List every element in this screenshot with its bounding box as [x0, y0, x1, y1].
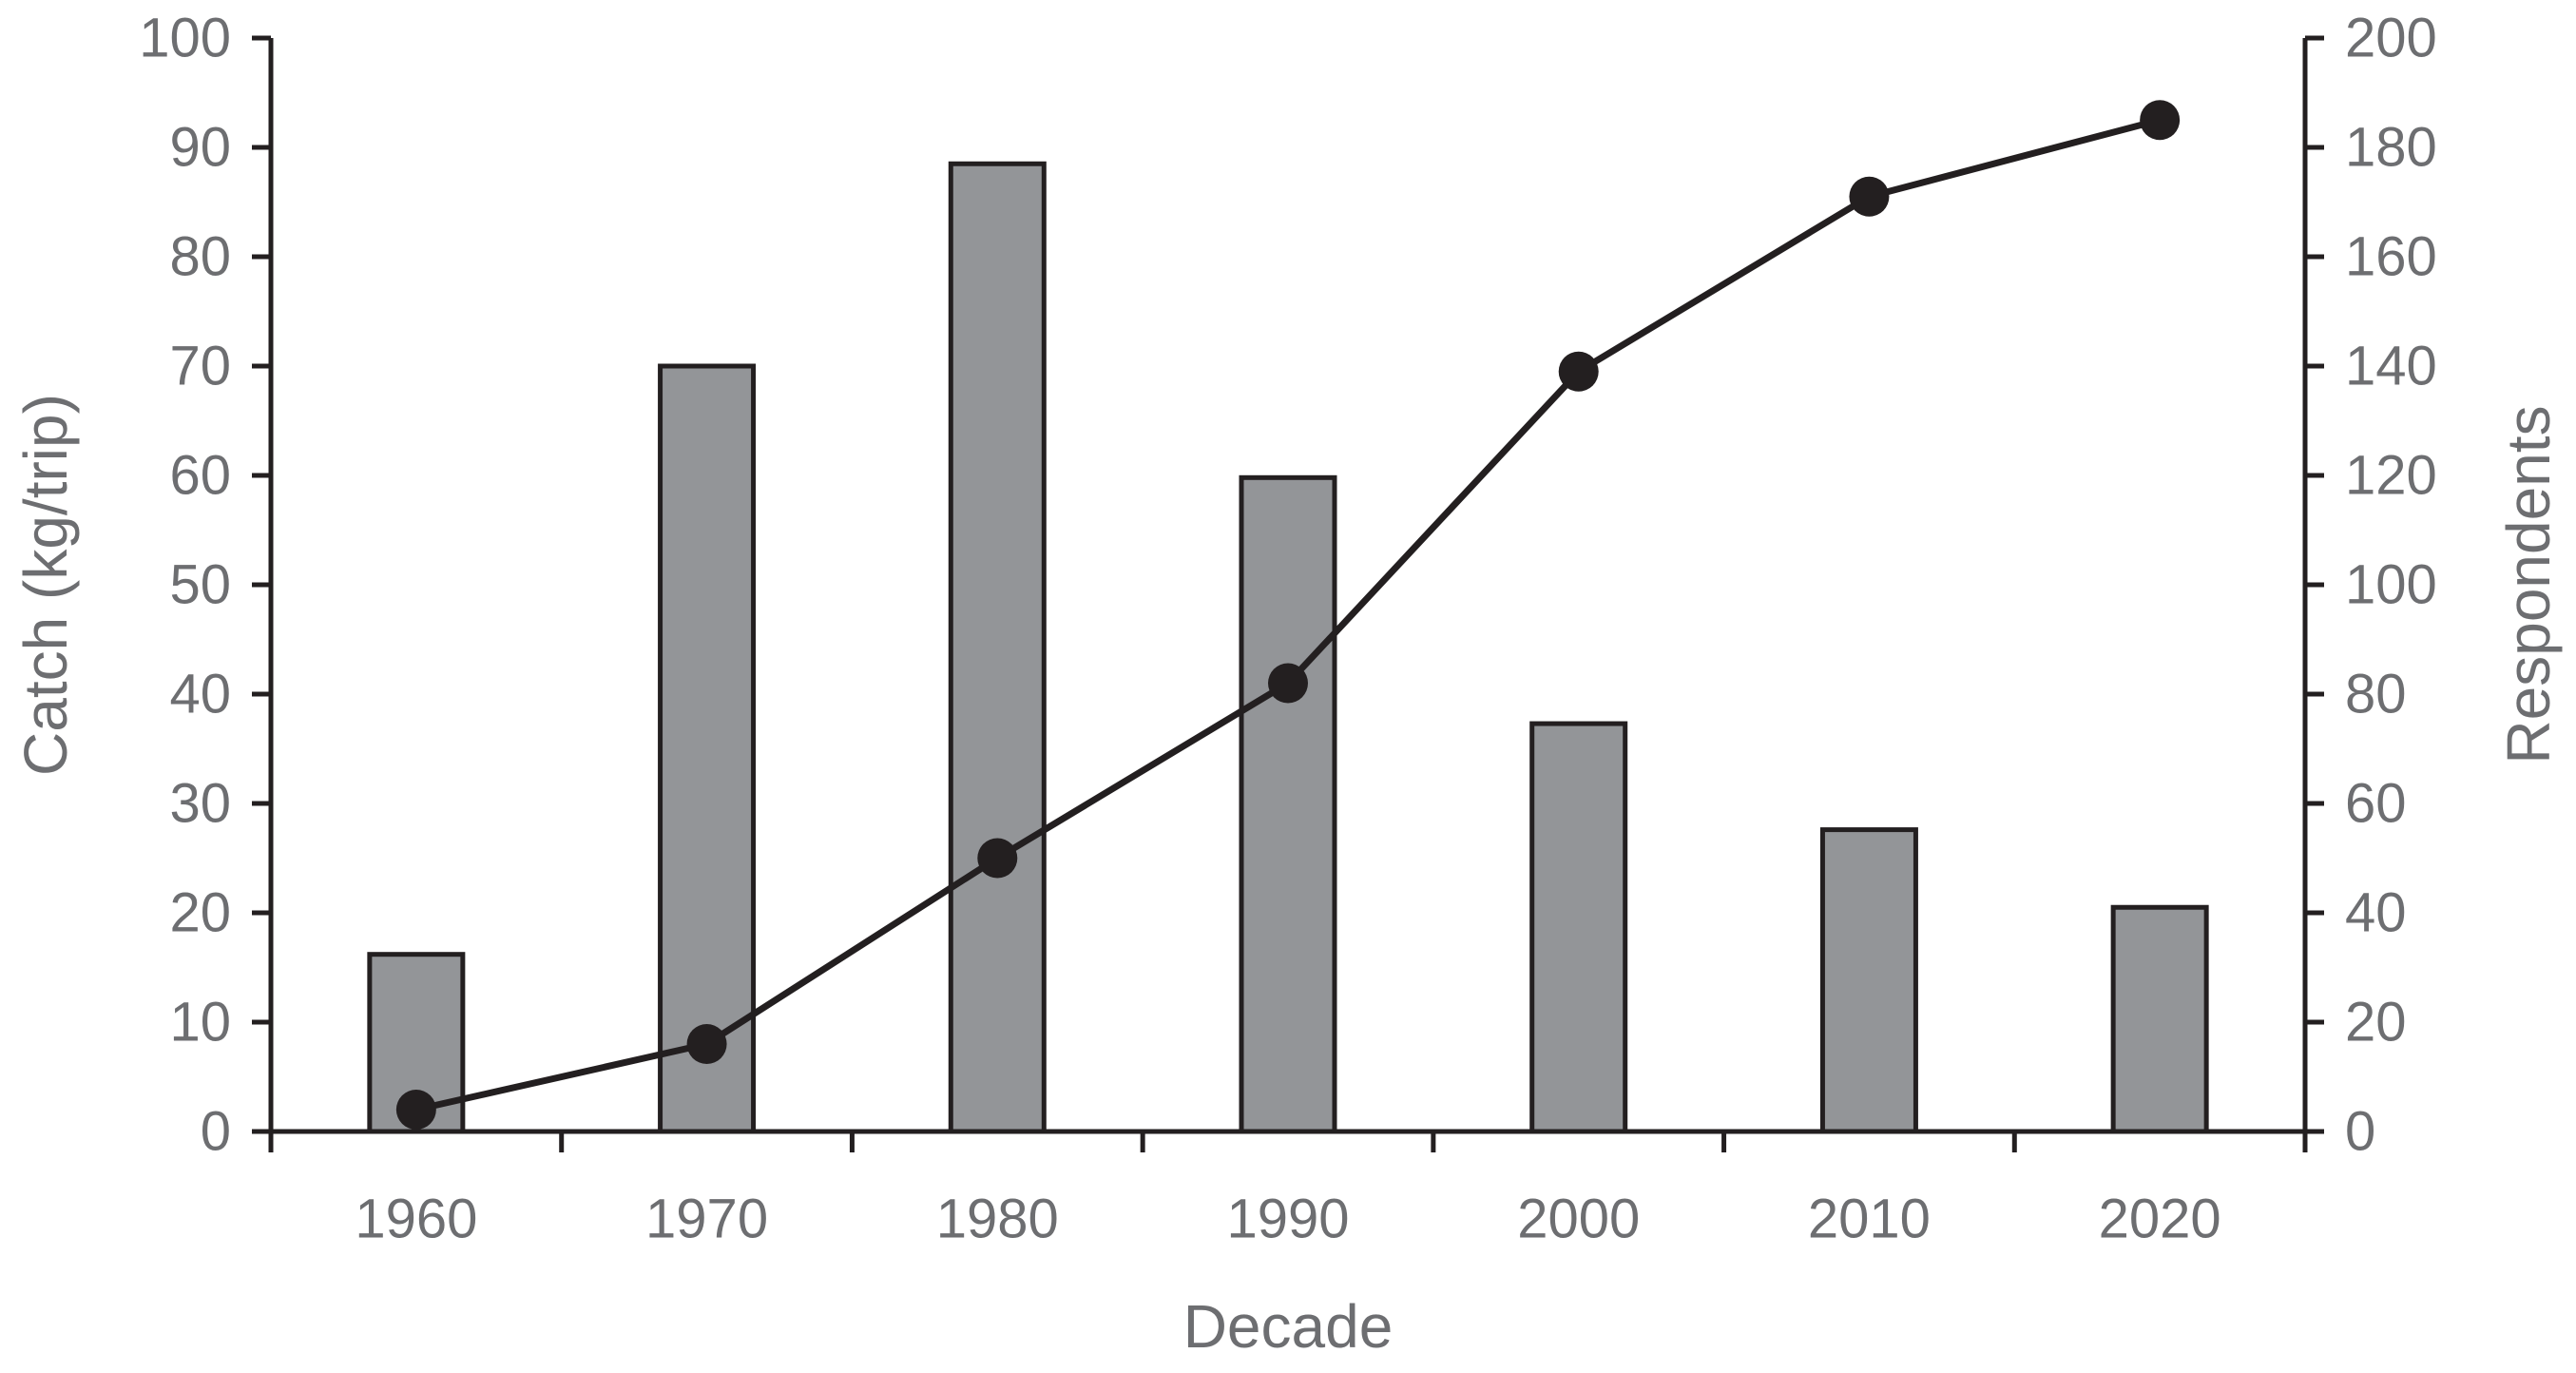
- y-tick-label-30: 30: [169, 773, 231, 835]
- y2-tick-label-0: 0: [2345, 1101, 2375, 1163]
- bars-layer: [367, 161, 2209, 1134]
- line-point-1970: [686, 1024, 727, 1064]
- bar-2020: [2110, 904, 2209, 1134]
- line-point-2010: [1849, 176, 1890, 217]
- y2-tick-label-40: 40: [2345, 882, 2407, 944]
- y-tick-label-40: 40: [169, 664, 231, 725]
- line-point-1980: [977, 838, 1018, 879]
- y-tick-label-90: 90: [169, 117, 231, 179]
- axes-layer: [252, 35, 2324, 1152]
- line-point-2000: [1558, 351, 1599, 392]
- y2-tick-label-80: 80: [2345, 664, 2407, 725]
- tick-labels-layer: 0 10 20 30 40 50 60 70 80 90 100 0 20 40 60 80 100 120 140…: [139, 8, 2437, 1250]
- y-tick-label-80: 80: [169, 226, 231, 288]
- bar-1970: [658, 363, 757, 1134]
- line-point-1960: [395, 1090, 436, 1130]
- x-tick-label-1990: 1990: [1226, 1189, 1349, 1250]
- y2-tick-label-160: 160: [2345, 226, 2437, 288]
- x-tick-label-2000: 2000: [1517, 1189, 1640, 1250]
- y2-tick-label-180: 180: [2345, 117, 2437, 179]
- line-layer: [395, 100, 2181, 1130]
- bar-1990: [1239, 474, 1337, 1134]
- y-axis-title: Catch (kg/trip): [11, 394, 80, 776]
- x-tick-label-1970: 1970: [645, 1189, 768, 1250]
- y-tick-label-20: 20: [169, 882, 231, 944]
- bar-2010: [1819, 827, 1918, 1134]
- line-point-1990: [1268, 663, 1308, 704]
- secondary-y-axis-title: Respondents: [2494, 405, 2563, 764]
- x-tick-label-1980: 1980: [936, 1189, 1059, 1250]
- line-point-2020: [2140, 100, 2181, 141]
- y-tick-label-100: 100: [139, 8, 231, 69]
- y2-tick-label-140: 140: [2345, 336, 2437, 397]
- bar-2000: [1529, 721, 1628, 1134]
- y-tick-label-60: 60: [169, 445, 231, 507]
- y2-tick-label-200: 200: [2345, 8, 2437, 69]
- y2-tick-label-60: 60: [2345, 773, 2407, 835]
- y-tick-label-70: 70: [169, 336, 231, 397]
- x-axis-title: Decade: [1183, 1292, 1394, 1361]
- y-tick-label-50: 50: [169, 554, 231, 616]
- y2-tick-label-20: 20: [2345, 992, 2407, 1054]
- y-tick-label-0: 0: [201, 1101, 231, 1163]
- y2-tick-label-100: 100: [2345, 554, 2437, 616]
- x-tick-label-1960: 1960: [355, 1189, 477, 1250]
- y-tick-label-10: 10: [169, 992, 231, 1054]
- x-tick-label-2010: 2010: [1808, 1189, 1931, 1250]
- y2-tick-label-120: 120: [2345, 445, 2437, 507]
- bar-1980: [948, 161, 1047, 1134]
- x-tick-label-2020: 2020: [2099, 1189, 2221, 1250]
